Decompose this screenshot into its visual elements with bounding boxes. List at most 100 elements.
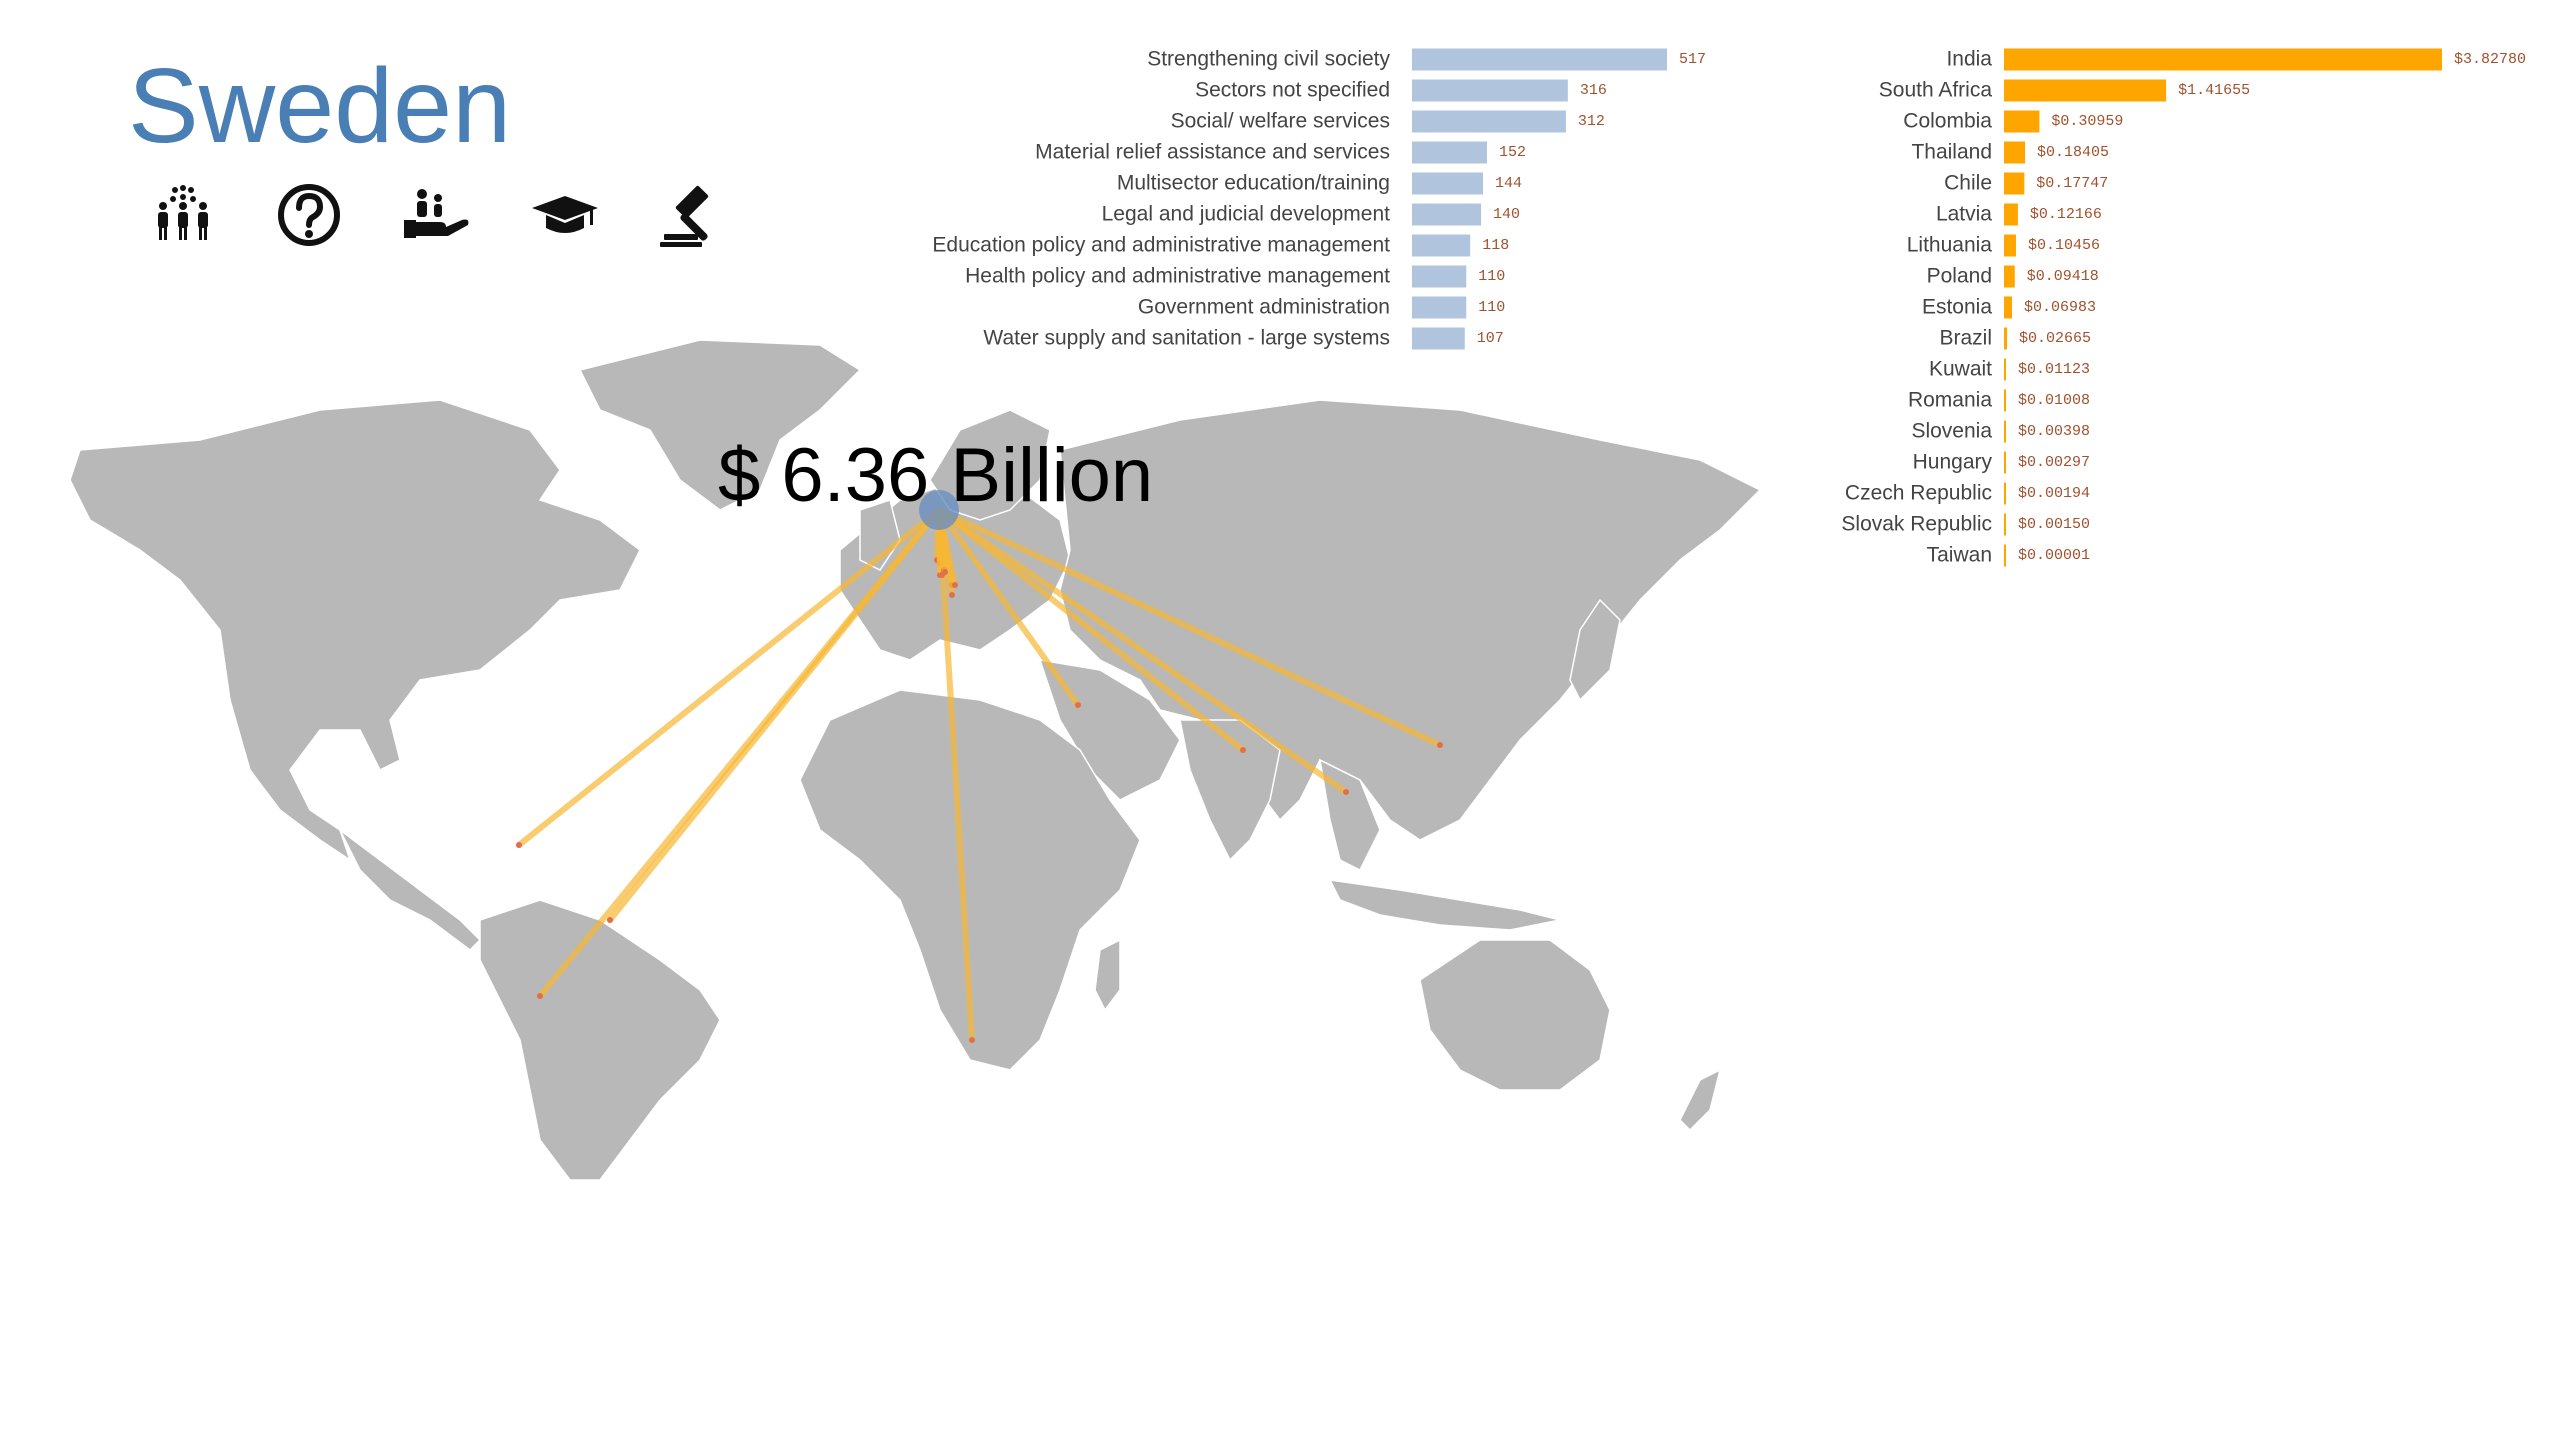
destination-point <box>952 582 958 588</box>
flow-line <box>936 507 1246 753</box>
bar-label: Strengthening civil society <box>1147 48 1390 71</box>
bar <box>2004 172 2025 195</box>
bar-value-label: 110 <box>1478 299 1505 316</box>
asia <box>1059 399 1762 841</box>
bar <box>2004 513 2006 536</box>
bar-value-label: $0.30959 <box>2051 113 2123 130</box>
bar <box>1412 141 1487 164</box>
new-zealand <box>1679 1068 1722 1132</box>
bar-value-label: $0.17747 <box>2036 175 2108 192</box>
bar-label: Colombia <box>1903 110 1992 133</box>
destination-point <box>516 842 522 848</box>
africa <box>799 689 1141 1071</box>
destination-point <box>1343 789 1349 795</box>
bar <box>2004 420 2006 443</box>
bar-value-label: $0.06983 <box>2024 299 2096 316</box>
bar-value-label: 316 <box>1580 82 1607 99</box>
japan <box>1569 598 1621 702</box>
bar-value-label: $0.00297 <box>2018 454 2090 471</box>
bar <box>2004 482 2006 505</box>
destination-point <box>1075 702 1081 708</box>
destination-point <box>1240 747 1246 753</box>
flow-line <box>607 507 942 923</box>
destination-point <box>942 569 948 575</box>
bar <box>2004 141 2026 164</box>
bar <box>2004 358 2006 381</box>
bar-value-label: $0.00398 <box>2018 423 2090 440</box>
bar-label: Lithuania <box>1907 234 1993 257</box>
north-america <box>69 399 641 862</box>
gavel-icon <box>660 185 709 247</box>
south-america <box>479 899 721 1181</box>
recipient-bar-chart: India $3.82780 South Africa $1.41655 Colombi… <box>1841 48 2526 567</box>
flow-line <box>936 507 1081 708</box>
bar <box>1412 296 1467 319</box>
flow-line <box>516 507 942 848</box>
bar-value-label: $1.41655 <box>2178 82 2250 99</box>
bar-value-label: $0.12166 <box>2030 206 2102 223</box>
bar <box>1412 110 1566 133</box>
madagascar <box>1094 938 1121 1012</box>
bar <box>2004 327 2008 350</box>
bar-value-label: $0.00150 <box>2018 516 2090 533</box>
bar-value-label: 118 <box>1482 237 1509 254</box>
flow-line <box>936 507 1349 795</box>
indonesia <box>1328 879 1561 931</box>
sector-bar-chart: Strengthening civil society 517 Sectors no… <box>932 48 1706 350</box>
bar <box>2004 296 2012 319</box>
bar <box>1412 172 1484 195</box>
bar-value-label: 152 <box>1499 144 1526 161</box>
bar-value-label: $0.10456 <box>2028 237 2100 254</box>
population-icon <box>158 185 208 240</box>
bar <box>2004 265 2015 288</box>
bar <box>1412 203 1482 226</box>
central-america <box>339 829 482 951</box>
bar-label: Slovenia <box>1911 420 1992 443</box>
bar-label: Social/ welfare services <box>1171 110 1390 133</box>
destination-point <box>1437 742 1443 748</box>
bar-label: Taiwan <box>1927 544 1992 567</box>
bar-value-label: 107 <box>1477 330 1504 347</box>
bar-value-label: 517 <box>1679 51 1706 68</box>
bar-value-label: $0.00001 <box>2018 547 2090 564</box>
bar-label: Water supply and sanitation - large syst… <box>983 327 1390 350</box>
bar <box>2004 48 2442 71</box>
bar-value-label: $3.82780 <box>2454 51 2526 68</box>
destination-point <box>949 592 955 598</box>
bar-value-label: $0.00194 <box>2018 485 2090 502</box>
world-map <box>69 339 1762 1181</box>
bar-value-label: $0.09418 <box>2027 268 2099 285</box>
bar <box>2004 389 2006 412</box>
bar <box>1412 265 1467 288</box>
bar-value-label: $0.18405 <box>2037 144 2109 161</box>
bar-value-label: 312 <box>1578 113 1605 130</box>
arabia <box>1038 659 1181 801</box>
bar-label: Romania <box>1908 389 1992 412</box>
graduation-cap-icon <box>532 196 598 233</box>
bar <box>1412 327 1465 350</box>
australia <box>1419 939 1611 1091</box>
bar-label: India <box>1946 48 1992 71</box>
destination-point <box>607 917 613 923</box>
bar-value-label: $0.01123 <box>2018 361 2090 378</box>
bar-label: Government administration <box>1138 296 1390 319</box>
bar-label: Multisector education/training <box>1117 172 1390 195</box>
page-title: Sweden <box>128 47 512 165</box>
bar <box>1412 79 1568 102</box>
bar-label: Education policy and administrative mana… <box>932 234 1390 257</box>
bar <box>2004 451 2006 474</box>
bar <box>2004 79 2167 102</box>
destination-point <box>969 1037 975 1043</box>
bar <box>1412 234 1471 257</box>
bar-label: South Africa <box>1879 79 1993 102</box>
bar <box>2004 544 2006 567</box>
bar <box>2004 110 2040 133</box>
bar-value-label: 140 <box>1493 206 1520 223</box>
bar <box>1412 48 1667 71</box>
bar-label: Brazil <box>1939 327 1992 350</box>
scandinavia <box>929 409 1051 521</box>
bar-value-label: 144 <box>1495 175 1522 192</box>
bar-label: Slovak Republic <box>1841 513 1992 536</box>
bar-label: Kuwait <box>1929 358 1992 381</box>
hand-giving-icon <box>404 189 469 238</box>
